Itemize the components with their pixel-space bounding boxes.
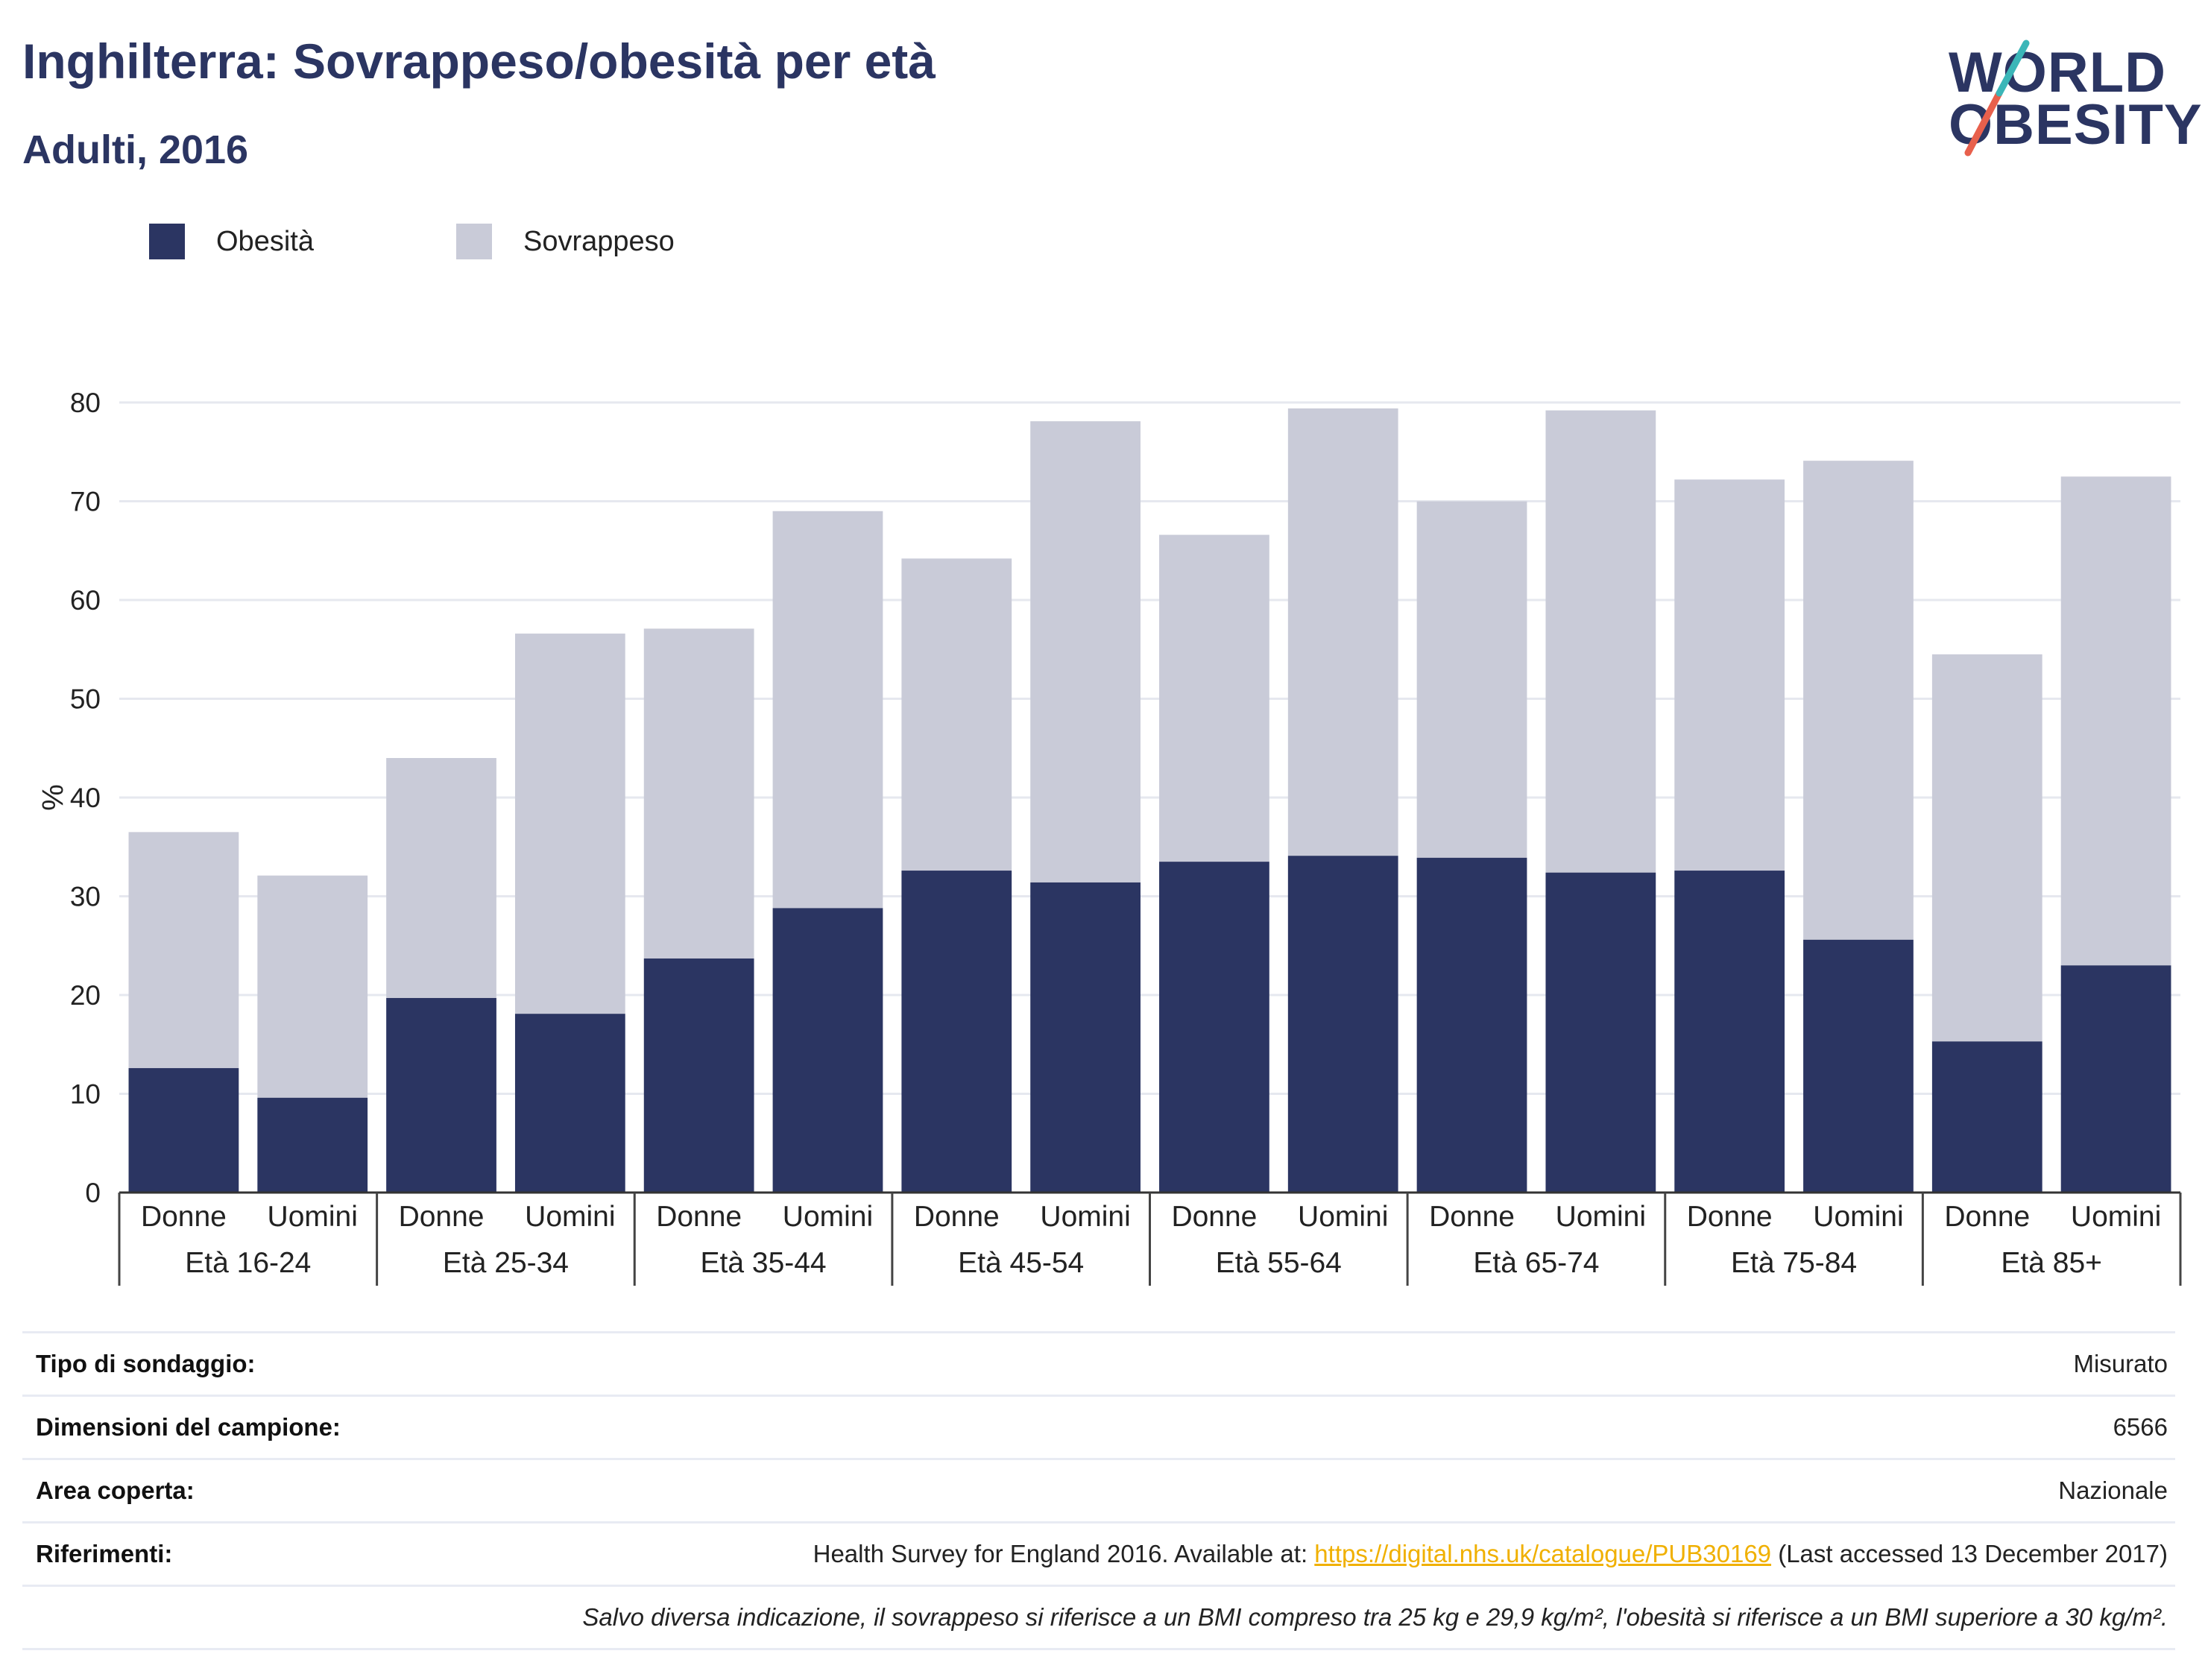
bar-obesita [1803,939,1914,1193]
x-group-label: Età 75-84 [1731,1247,1857,1279]
y-tick-label: 40 [70,783,101,813]
x-tick-label-sex: Donne [399,1201,485,1233]
bar-obesita [1030,882,1141,1193]
bar-obesita [386,997,496,1193]
bar-sovrappeso [901,558,1012,871]
bar-obesita [772,908,883,1193]
y-tick-label: 50 [70,684,101,715]
x-tick-label-sex: Donne [1171,1201,1257,1233]
info-row-note: Salvo diversa indicazione, il sovrappeso… [22,1585,2175,1650]
y-tick-label: 10 [70,1079,101,1110]
y-tick-label: 20 [70,980,101,1011]
x-group-label: Età 55-64 [1216,1247,1342,1279]
x-tick-label-sex: Uomini [525,1201,615,1233]
legend-item-obesita[interactable]: Obesità [149,224,314,259]
x-group-label: Età 16-24 [185,1247,311,1279]
bar-obesita [128,1068,239,1193]
info-key: Area coperta: [36,1477,195,1504]
definition-note: Salvo diversa indicazione, il sovrappeso… [582,1603,2168,1631]
info-row-references: Riferimenti: Health Survey for England 2… [22,1521,2175,1585]
bar-obesita [1931,1041,2042,1193]
bar-sovrappeso [514,634,625,1014]
bar-sovrappeso [1416,501,1527,858]
info-key: Dimensioni del campione: [36,1413,341,1441]
bar-sovrappeso [643,628,754,959]
x-tick-label-sex: Donne [914,1201,1000,1233]
logo-line-1: WORLD [1949,41,2167,104]
x-tick-label-sex: Donne [1429,1201,1515,1233]
bar-obesita [257,1097,368,1193]
legend-swatch-obesita [149,224,185,259]
bar-sovrappeso [386,758,496,998]
info-key: Tipo di sondaggio: [36,1350,256,1377]
x-group-label: Età 25-34 [443,1247,569,1279]
info-row-area: Area coperta: Nazionale [22,1458,2175,1521]
x-tick-label-sex: Uomini [1298,1201,1388,1233]
reference-link[interactable]: https://digital.nhs.uk/catalogue/PUB3016… [1314,1540,1772,1567]
bar-sovrappeso [1287,408,1398,856]
x-tick-label-sex: Uomini [2071,1201,2161,1233]
bar-sovrappeso [1545,410,1656,873]
info-row-survey-type: Tipo di sondaggio: Misurato [22,1331,2175,1395]
y-tick-label: 60 [70,585,101,616]
legend-label-sovrappeso: Sovrappeso [523,225,675,257]
bar-obesita [901,871,1012,1193]
y-tick-label: 80 [70,388,101,418]
bar-obesita [1287,856,1398,1193]
info-row-sample-size: Dimensioni del campione: 6566 [22,1395,2175,1458]
info-value: Health Survey for England 2016. Availabl… [813,1523,2168,1585]
reference-prefix: Health Survey for England 2016. Availabl… [813,1540,1315,1567]
world-obesity-logo: WORLD OBESITY [1938,22,2202,164]
bar-sovrappeso [128,832,239,1069]
y-axis-label: % [37,784,70,811]
logo-slash-icon [1964,40,2030,157]
info-value: Misurato [2073,1350,2168,1377]
bar-sovrappeso [1674,479,1785,871]
y-tick-label: 0 [85,1178,101,1208]
bar-sovrappeso [257,875,368,1098]
x-tick-label-sex: Uomini [1040,1201,1130,1233]
bar-obesita [643,958,754,1193]
x-tick-label-sex: Donne [656,1201,742,1233]
x-group-label: Età 85+ [2001,1247,2102,1279]
x-tick-label-sex: Uomini [1556,1201,1646,1233]
info-value: 6566 [2113,1413,2168,1441]
legend-item-sovrappeso[interactable]: Sovrappeso [456,224,675,259]
x-tick-label-sex: Donne [1944,1201,2030,1233]
x-tick-label-sex: Uomini [268,1201,358,1233]
legend-label-obesita: Obesità [216,225,314,257]
bar-sovrappeso [2060,476,2171,966]
reference-suffix: (Last accessed 13 December 2017) [1771,1540,2168,1567]
x-tick-label-sex: Uomini [1813,1201,1903,1233]
x-tick-label-sex: Donne [1687,1201,1773,1233]
bar-sovrappeso [1931,654,2042,1042]
bar-sovrappeso [1159,534,1269,862]
x-group-label: Età 65-74 [1473,1247,1599,1279]
bar-sovrappeso [1803,461,1914,940]
x-tick-label-sex: Donne [141,1201,227,1233]
info-value: Nazionale [2058,1477,2168,1504]
y-tick-label: 30 [70,882,101,912]
bar-obesita [1674,871,1785,1193]
info-key: Riferimenti: [36,1540,173,1567]
bar-sovrappeso [772,511,883,909]
bar-obesita [1159,862,1269,1193]
y-tick-label: 70 [70,487,101,517]
bar-obesita [2060,965,2171,1193]
bar-obesita [1416,857,1527,1193]
info-table: Tipo di sondaggio: Misurato Dimensioni d… [22,1331,2175,1650]
bar-obesita [514,1014,625,1193]
bar-sovrappeso [1030,421,1141,882]
x-group-label: Età 45-54 [958,1247,1084,1279]
legend-swatch-sovrappeso [456,224,492,259]
chart-subtitle: Adulti, 2016 [22,127,249,172]
chart-title: Inghilterra: Sovrappeso/obesità per età [22,34,936,89]
bar-obesita [1545,872,1656,1193]
x-group-label: Età 35-44 [701,1247,827,1279]
stacked-bar-chart: 0 10 20 30 40 50 60 70 80% Donne Uomini Donne Uomini… [37,388,2182,1286]
x-tick-label-sex: Uomini [783,1201,873,1233]
